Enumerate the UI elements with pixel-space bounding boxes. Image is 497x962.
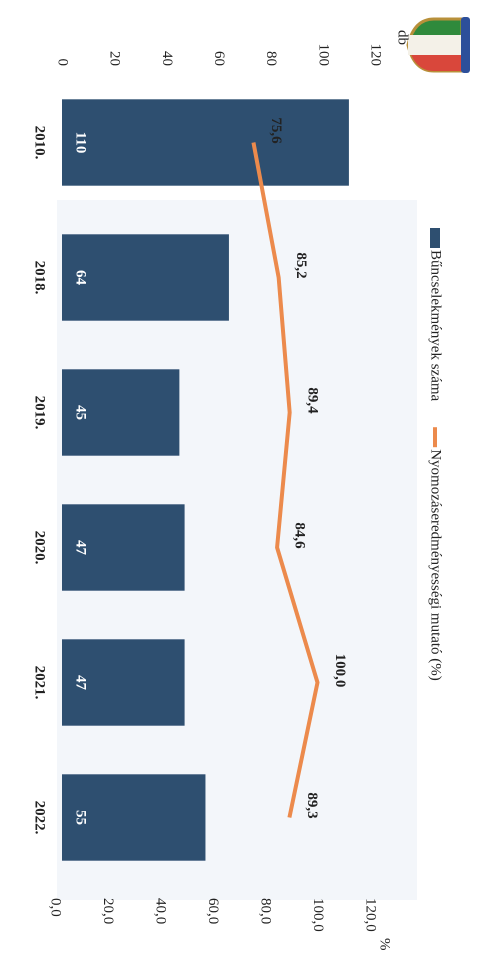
y2-tick-label: 100,0	[310, 898, 326, 932]
data-label: 89,4	[304, 387, 320, 414]
x-tick-label: 2019.	[32, 396, 48, 430]
y2-tick-label: 0,0	[48, 898, 64, 917]
y-tick-label: 40	[159, 51, 175, 66]
y2-tick-label: 40,0	[153, 898, 169, 924]
y2-tick-label: 20,0	[100, 898, 116, 924]
data-label: 47	[73, 540, 89, 556]
y-tick-label: 20	[107, 51, 123, 66]
y2-axis-title: %	[377, 938, 393, 951]
y-tick-label: 0	[55, 59, 71, 67]
bar	[62, 639, 185, 726]
legend-swatch	[430, 228, 440, 248]
bar	[61, 234, 229, 321]
bar	[62, 369, 180, 456]
bar	[62, 774, 206, 861]
x-tick-label: 2020.	[32, 531, 48, 565]
data-label: 47	[73, 675, 89, 691]
x-tick-label: 2022.	[32, 801, 48, 835]
y-tick-label: 80	[263, 51, 279, 66]
data-label: 75,6	[268, 117, 284, 144]
bar	[62, 504, 185, 591]
x-tick-label: 2010.	[32, 126, 48, 160]
data-label: 89,3	[304, 792, 320, 818]
data-label: 110	[73, 132, 89, 154]
y2-tick-label: 80,0	[258, 898, 274, 924]
data-label: 45	[73, 405, 89, 420]
y-tick-label: 100	[315, 44, 331, 67]
logo	[406, 17, 470, 73]
y-axis-title: db	[395, 30, 411, 45]
y-tick-label: 60	[211, 51, 227, 66]
x-tick-label: 2018.	[32, 261, 48, 295]
data-label: 64	[73, 270, 89, 286]
legend-label: Nyomozáseredményességi mutató (%)	[428, 449, 444, 681]
data-label: 100,0	[332, 654, 348, 688]
line	[251, 142, 320, 818]
data-label: 85,2	[293, 252, 309, 278]
data-label: 84,6	[292, 522, 308, 549]
y-tick-label: 120	[368, 44, 384, 67]
data-label: 55	[73, 810, 89, 825]
x-tick-label: 2021.	[32, 666, 48, 700]
y2-tick-label: 60,0	[205, 898, 221, 924]
chart: db % 0 20 40 60 80 100 120 0,0 20,0 40,0 60,0 80,0 1…	[32, 17, 470, 951]
y2-tick-label: 120,0	[363, 898, 379, 932]
legend-label: Bűncselekmények száma	[428, 250, 444, 402]
bar	[62, 99, 349, 186]
